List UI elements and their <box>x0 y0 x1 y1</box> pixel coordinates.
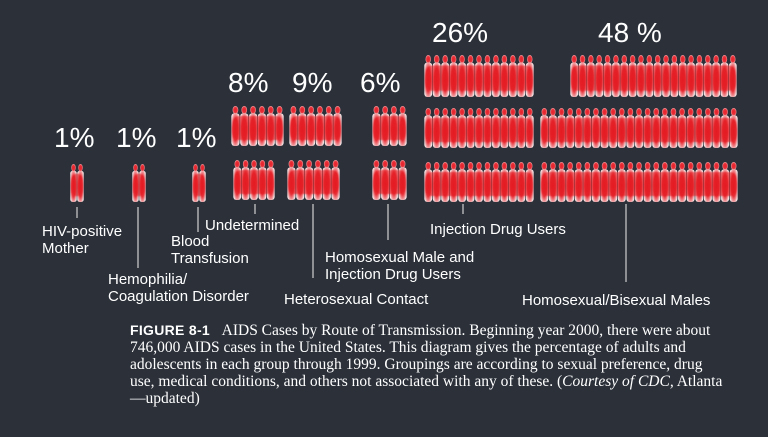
value-label-injection-drug-users: 26% <box>432 17 488 48</box>
figure-caption: FIGURE 8-1 AIDS Cases by Route of Transm… <box>130 322 730 407</box>
figure-block-injection-drug-users-2 <box>424 108 534 148</box>
figure-block-homosexual-male-and-injection-drug-users-1 <box>372 106 407 146</box>
figure-block-hemophilia-coagulation-disorder-1 <box>132 164 146 202</box>
value-label-homosexual-male-and-injection-drug-users: 6% <box>360 67 400 98</box>
figure-block-injection-drug-users-3 <box>424 162 534 202</box>
category-label-injection-drug-users: Injection Drug Users <box>430 221 566 238</box>
category-label-heterosexual-contact: Heterosexual Contact <box>284 291 429 308</box>
figure-block-homosexual-male-and-injection-drug-users-2 <box>372 160 407 200</box>
caption-text-end: Atlanta—updated) <box>130 373 723 407</box>
figure-block-undetermined-2 <box>233 160 275 200</box>
value-label-hemophilia-coagulation-disorder: 1% <box>116 122 156 153</box>
figure-block-homosexual-bisexual-males-1 <box>570 55 737 97</box>
value-label-blood-transfusion: 1% <box>176 122 216 153</box>
figure-block-homosexual-bisexual-males-2 <box>540 108 738 148</box>
category-label-homosexual-bisexual-males: Homosexual/Bisexual Males <box>522 292 710 309</box>
figure-block-heterosexual-contact-2 <box>287 160 340 200</box>
group-undetermined: 8% Undetermined <box>205 67 299 234</box>
category-label-homosexual-male-and-injection-drug-users: Homosexual Male and Injection Drug Users <box>325 249 474 283</box>
group-blood-transfusion: 1% Blood Transfusion <box>171 122 249 267</box>
figure-block-undetermined-1 <box>231 106 284 146</box>
figure-block-hiv-positive-mother-1 <box>70 164 84 202</box>
group-injection-drug-users: 26% Injection Drug Users <box>424 17 566 238</box>
figure-block-blood-transfusion-1 <box>192 164 206 202</box>
caption-text: AIDS Cases by Route of Transmission. Beg… <box>130 322 711 390</box>
value-label-hiv-positive-mother: 1% <box>54 122 94 153</box>
figure-block-injection-drug-users-1 <box>424 55 534 97</box>
figure-label: FIGURE 8-1 <box>130 322 211 338</box>
category-label-blood-transfusion: Blood Transfusion <box>171 233 249 267</box>
caption-credit: Courtesy of CDC, <box>562 373 674 390</box>
category-label-hemophilia-coagulation-disorder: Hemophilia/Coagulation Disorder <box>108 271 249 305</box>
group-homosexual-male-and-injection-drug-users: 6% Homosexual Male and Injection Drug User… <box>325 67 474 283</box>
group-homosexual-bisexual-males: 48 % Homosexual/Bisexual Males <box>522 17 738 309</box>
figure-block-heterosexual-contact-1 <box>289 106 342 146</box>
group-hiv-positive-mother: 1% HIV-positive Mother <box>42 122 122 257</box>
value-label-undetermined: 8% <box>228 67 268 98</box>
group-heterosexual-contact: 9% Heterosexual Contact <box>284 67 429 308</box>
category-label-undetermined: Undetermined <box>205 217 299 234</box>
value-label-homosexual-bisexual-males: 48 % <box>598 17 662 48</box>
figure-block-homosexual-bisexual-males-3 <box>540 162 738 202</box>
value-label-heterosexual-contact: 9% <box>292 67 332 98</box>
category-label-hiv-positive-mother: HIV-positive Mother <box>42 223 122 257</box>
group-hemophilia-coagulation-disorder: 1% Hemophilia/Coagulation Disorder <box>108 122 249 305</box>
